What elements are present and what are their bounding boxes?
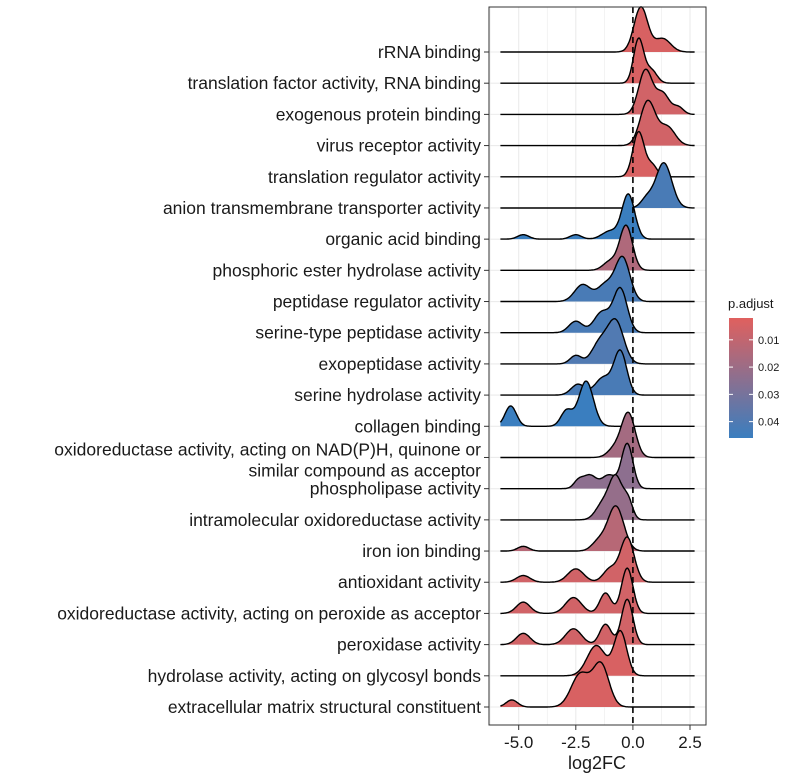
y-tick-label: virus receptor activity (317, 136, 482, 156)
ridge-outline (500, 37, 695, 84)
x-tick-label: -2.5 (561, 733, 590, 752)
legend-colorbar (729, 318, 753, 438)
ridge-fill (500, 599, 695, 645)
y-tick-label: exogenous protein binding (276, 104, 481, 124)
ridge-fill (500, 349, 695, 396)
y-tick-label: extracellular matrix structural constitu… (168, 697, 481, 717)
ridge-fill (500, 443, 695, 489)
ridge-fill (500, 100, 695, 146)
ridge-15 (500, 473, 695, 521)
ridge-outline (500, 255, 695, 303)
ridge-10 (500, 317, 695, 365)
ridge-outline (500, 442, 695, 490)
ridge-outline (500, 317, 695, 365)
ridge-outline (500, 505, 695, 552)
y-tick-label: exopeptidase activity (319, 354, 482, 374)
legend-ticks: 0.01 0.02 0.03 0.04 (729, 335, 779, 429)
y-tick-label: collagen binding (355, 416, 482, 436)
y-tick-label: peptidase regulator activity (273, 292, 481, 312)
x-axis: -5.0 -2.5 0.0 2.5 (504, 725, 702, 752)
x-tick-label: 2.5 (678, 733, 702, 752)
y-tick-label: iron ion binding (362, 541, 481, 561)
x-tick-label: 0.0 (621, 733, 645, 752)
ridge-18 (500, 567, 695, 615)
legend-title: p.adjust (728, 296, 774, 311)
ridge-17 (500, 536, 695, 583)
ridge-fill (500, 162, 695, 208)
ridge-fill (500, 505, 695, 552)
ridge-outline (500, 598, 695, 646)
y-tick-label: phosphoric ester hydrolase activity (213, 260, 482, 280)
ridge-9 (500, 286, 695, 334)
ridge-fill (500, 256, 695, 302)
ridge-outline (500, 661, 695, 708)
y-tick-label: intramolecular oxidoreductase activity (189, 510, 481, 530)
ridge-20 (500, 629, 695, 677)
y-tick-label: anion transmembrane transporter activity (163, 198, 481, 218)
y-tick-label: antioxidant activity (338, 572, 481, 592)
ridge-19 (500, 598, 695, 646)
ridge-outline (500, 224, 695, 271)
ridge-outline (500, 349, 695, 396)
ridge-21 (500, 661, 695, 708)
ridge-7 (500, 224, 695, 271)
ridge-outline (500, 567, 695, 615)
legend-tick-label: 0.01 (758, 335, 779, 347)
ridge-fill (500, 537, 695, 583)
legend: p.adjust 0.01 0.02 0.03 0.04 (728, 296, 779, 438)
ridge-fill (500, 630, 695, 676)
ridge-outline (500, 99, 695, 147)
ridge-outline (500, 629, 695, 677)
ridge-layer (499, 6, 695, 708)
y-tick-label: peroxidase activity (337, 635, 481, 655)
y-tick-label: rRNA binding (378, 42, 481, 62)
y-axis-labels: rRNA binding translation factor activity,… (54, 42, 489, 717)
ridge-12 (499, 380, 695, 427)
ridge-outline (500, 6, 695, 53)
y-tick-label: translation regulator activity (268, 167, 481, 187)
ridge-outline (500, 473, 695, 521)
y-tick-label: oxidoreductase activity, acting on NAD(P… (54, 439, 481, 480)
y-tick-label: organic acid binding (325, 229, 481, 249)
ridge-outline (500, 286, 695, 334)
x-tick-label: -5.0 (504, 733, 533, 752)
legend-tick-label: 0.04 (758, 417, 779, 429)
y-tick-label: serine hydrolase activity (294, 385, 481, 405)
ridge-13 (500, 411, 695, 459)
ridge-outline (500, 68, 695, 116)
legend-tick-label: 0.02 (758, 362, 779, 374)
y-tick-label: serine-type peptidase activity (255, 323, 481, 343)
ridge-6 (500, 193, 695, 240)
legend-tick-label: 0.03 (758, 389, 779, 401)
ridge-16 (500, 505, 695, 552)
ridge-fill (500, 131, 695, 177)
ridge-8 (500, 255, 695, 303)
ridge-0 (500, 6, 695, 53)
ridge-11 (500, 349, 695, 396)
ridge-outline (500, 193, 695, 240)
ridge-outline (500, 161, 695, 209)
ridge-14 (500, 442, 695, 490)
ridge-fill (500, 474, 695, 520)
plot-panel-border (488, 6, 707, 726)
y-tick-label: translation factor activity, RNA binding (188, 73, 481, 93)
ridge-outline (500, 536, 695, 583)
y-tick-label: phospholipase activity (310, 479, 481, 499)
ridge-fill (500, 287, 695, 333)
ridge-outline (500, 411, 695, 459)
ridge-outline (499, 380, 695, 427)
ridge-5 (500, 161, 695, 209)
x-axis-title: log2FC (568, 753, 626, 773)
y-tick-label: oxidoreductase activity, acting on perox… (57, 603, 481, 623)
ridge-fill (500, 661, 695, 707)
ridge-fill (500, 568, 695, 614)
y-tick-label: hydrolase activity, acting on glycosyl b… (148, 666, 482, 686)
ridge-3 (500, 99, 695, 147)
